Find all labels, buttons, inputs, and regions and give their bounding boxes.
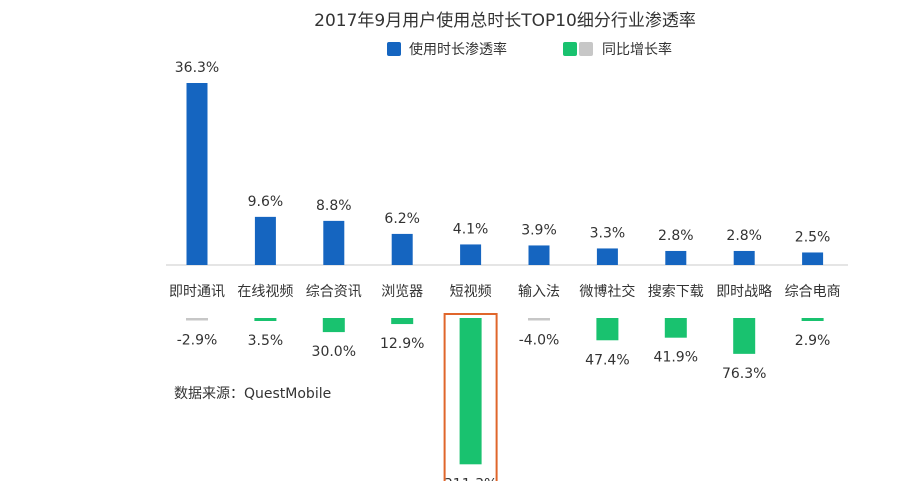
usage-value-label-cat-3: 8.8% [316,198,352,214]
usage-bar-cat-9 [733,250,755,265]
growth-bar-cat-8 [664,318,687,338]
chart-legend: 使用时长渗透率 同比增长率 [387,41,672,58]
highlight-box-cat-5 [443,313,498,481]
growth-value-label-cat-6: -4.0% [519,333,560,349]
usage-bar-cat-5 [460,244,482,265]
growth-value-label-cat-7: 47.4% [585,352,629,368]
usage-bar-cat-7 [596,248,618,265]
growth-value-label-cat-10: 2.9% [795,333,831,349]
category-label-cat-4: 浏览器 [381,284,423,300]
growth-value-label-cat-1: -2.9% [177,333,218,349]
usage-bar-cat-8 [665,250,687,265]
usage-bar-cat-6 [528,245,550,265]
category-label-cat-1: 即时通讯 [169,284,225,300]
category-label-cat-3: 综合资讯 [306,284,362,300]
usage-value-label-cat-6: 3.9% [521,222,557,238]
growth-bars-group [186,318,824,465]
growth-value-label-cat-5: 311.3% [444,476,497,481]
category-label-cat-6: 输入法 [518,284,560,300]
legend-label-usage-rate: 使用时长渗透率 [409,41,507,58]
growth-bar-cat-5 [459,318,482,465]
growth-value-label-cat-4: 12.9% [380,336,424,352]
legend-label-growth-rate: 同比增长率 [602,41,672,58]
growth-bar-cat-2 [254,318,277,321]
legend-swatch-growth-negative [579,42,593,56]
highlight-layer [443,313,498,481]
category-label-cat-10: 综合电商 [785,284,841,300]
usage-value-label-cat-8: 2.8% [658,228,694,244]
usage-value-label-cat-7: 3.3% [590,225,626,241]
growth-bar-cat-6 [528,318,550,321]
growth-value-label-cat-9: 76.3% [722,366,766,382]
usage-value-label-cat-2: 9.6% [248,194,284,210]
usage-labels-group: 36.3% 9.6% 8.8% 6.2% 4.1% 3.9% 3.3% 2.8% 2.8% 2.5… [175,60,831,245]
category-label-cat-7: 微博社交 [579,283,635,300]
growth-bar-cat-9 [733,318,756,354]
legend-swatch-growth-positive [563,42,577,56]
usage-bar-cat-10 [802,252,824,265]
usage-value-label-cat-5: 4.1% [453,221,489,237]
legend-swatch-usage-rate [387,42,401,56]
usage-value-label-cat-9: 2.8% [726,228,762,244]
category-labels-group: 即时通讯 在线视频 综合资讯 浏览器 短视频 输入法 微博社交 搜索下载 即时战略 综合电商 [169,283,841,300]
category-label-cat-2: 在线视频 [237,284,293,300]
growth-value-label-cat-2: 3.5% [248,333,284,349]
growth-labels-group: -2.9% 3.5% 30.0% 12.9% 311.3% -4.0% 47.4% 41.9%… [177,333,831,481]
category-label-cat-8: 搜索下载 [648,283,704,300]
usage-value-label-cat-1: 36.3% [175,60,219,76]
growth-bar-cat-4 [391,318,414,325]
growth-value-label-cat-8: 41.9% [654,350,698,366]
usage-bar-cat-1 [186,83,208,265]
growth-bar-cat-7 [596,318,619,341]
category-label-cat-5: 短视频 [450,284,492,300]
category-label-cat-9: 即时战略 [716,284,772,300]
growth-bar-cat-10 [801,318,824,321]
growth-bar-cat-3 [322,318,345,333]
usage-value-label-cat-4: 6.2% [384,211,420,227]
growth-bar-cat-1 [186,318,208,321]
usage-bar-cat-4 [391,233,413,265]
usage-value-label-cat-10: 2.5% [795,229,831,245]
usage-bar-cat-2 [254,216,276,265]
usage-bar-cat-3 [323,220,345,265]
usage-bars-group [186,83,824,265]
chart-title: 2017年9月用户使用总时长TOP10细分行业渗透率 [314,10,696,31]
source-note: 数据来源：QuestMobile [174,386,331,402]
growth-value-label-cat-3: 30.0% [312,344,356,360]
